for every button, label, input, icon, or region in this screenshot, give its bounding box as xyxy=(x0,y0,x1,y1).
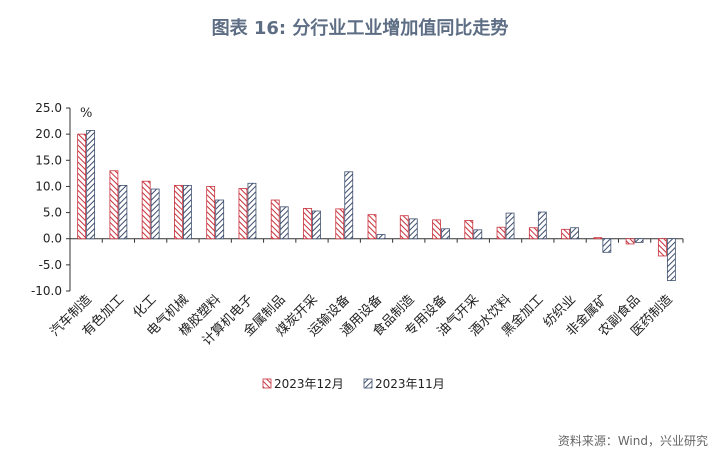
bar-nov-12 xyxy=(473,229,483,240)
bar-dec-4 xyxy=(206,186,216,240)
y-tick-label: 15.0 xyxy=(35,153,62,167)
bar-nov-15 xyxy=(570,227,579,240)
bar-nov-16 xyxy=(602,238,612,253)
bar-nov-4 xyxy=(215,199,225,240)
bar-dec-9 xyxy=(367,214,377,240)
source-note: 资料来源：Wind，兴业研究 xyxy=(557,434,708,448)
bar-nov-1 xyxy=(118,184,128,240)
bar-dec-8 xyxy=(335,208,345,240)
bar-nov-0 xyxy=(86,130,96,240)
y-tick-label: 5.0 xyxy=(43,206,62,220)
y-tick-label: 10.0 xyxy=(35,179,62,193)
bar-nov-11 xyxy=(441,228,450,240)
bar-dec-18 xyxy=(657,238,667,257)
legend-swatch xyxy=(262,378,272,389)
legend-label: 2023年11月 xyxy=(375,377,445,391)
bar-dec-15 xyxy=(561,228,570,240)
legend: 2023年12月 2023年11月 xyxy=(262,377,445,391)
bar-dec-1 xyxy=(109,170,119,240)
axes: 25.0 20.0 15.0 10.0 5.0 0.0 -5.0 -10.0% xyxy=(31,101,684,298)
y-tick-label: 0.0 xyxy=(43,232,62,246)
bar-dec-7 xyxy=(303,207,312,240)
bar-nov-9 xyxy=(376,234,386,240)
bar-nov-8 xyxy=(344,171,354,240)
legend-label: 2023年12月 xyxy=(274,377,344,391)
bar-nov-6 xyxy=(279,206,289,240)
bars xyxy=(77,130,676,281)
bar-dec-0 xyxy=(77,133,87,240)
bar-dec-13 xyxy=(496,226,506,240)
y-tick-label: 20.0 xyxy=(35,127,62,141)
bar-dec-3 xyxy=(174,184,183,240)
y-tick-label: 25.0 xyxy=(35,101,62,115)
chart-title: 图表 16: 分行业工业增加值同比走势 xyxy=(211,18,509,39)
bar-nov-3 xyxy=(183,184,192,240)
bar-dec-11 xyxy=(432,219,441,240)
bar-nov-2 xyxy=(150,188,160,240)
bar-dec-6 xyxy=(270,199,280,240)
bar-dec-17 xyxy=(625,238,635,245)
bar-dec-5 xyxy=(238,188,248,240)
bar-dec-2 xyxy=(141,180,151,240)
unit-label: % xyxy=(80,106,92,121)
bar-nov-14 xyxy=(537,211,547,240)
bar-nov-13 xyxy=(505,212,515,240)
bar-dec-12 xyxy=(464,220,474,240)
bar-dec-16 xyxy=(593,237,603,240)
legend-swatch xyxy=(363,378,373,389)
bar-nov-18 xyxy=(666,238,676,281)
bar-nov-5 xyxy=(247,182,257,240)
bar-dec-10 xyxy=(399,215,409,240)
bar-nov-10 xyxy=(408,218,418,240)
y-tick-label: -5.0 xyxy=(39,258,62,272)
bar-nov-17 xyxy=(634,238,644,243)
bar-nov-7 xyxy=(312,210,321,240)
y-tick-label: -10.0 xyxy=(31,284,62,298)
bar-dec-14 xyxy=(528,227,538,240)
